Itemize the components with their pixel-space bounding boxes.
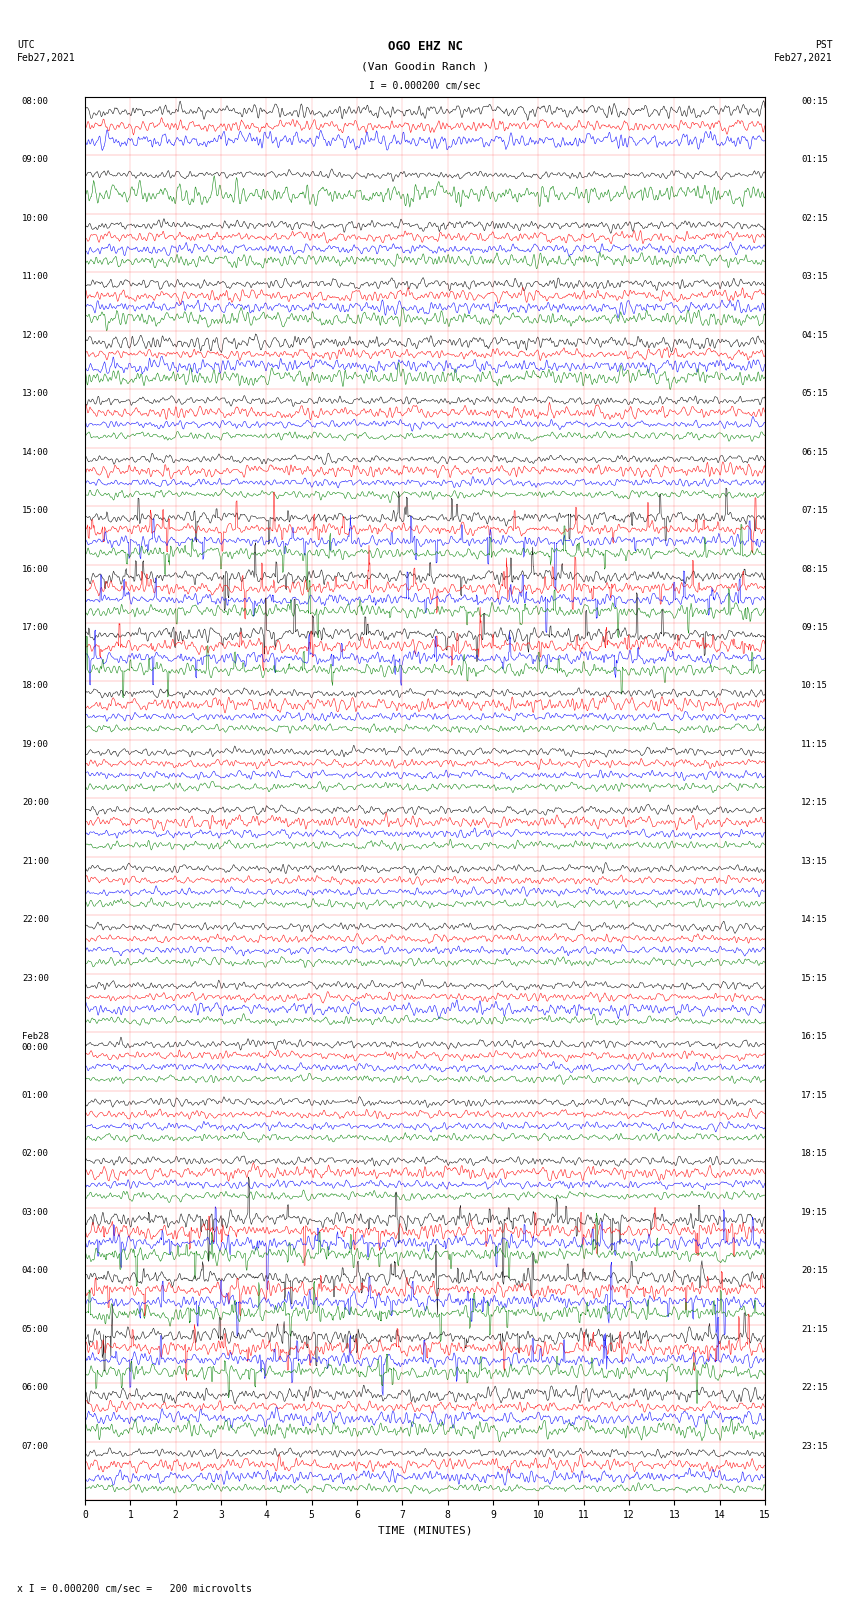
Text: 22:00: 22:00 [22, 916, 48, 924]
Text: 02:15: 02:15 [802, 215, 828, 223]
Text: 20:15: 20:15 [802, 1266, 828, 1276]
Text: 10:15: 10:15 [802, 681, 828, 690]
Text: Feb27,2021: Feb27,2021 [17, 53, 76, 63]
Text: 19:15: 19:15 [802, 1208, 828, 1216]
Text: 12:00: 12:00 [22, 331, 48, 340]
Text: Feb28
00:00: Feb28 00:00 [22, 1032, 48, 1052]
Text: x I = 0.000200 cm/sec =   200 microvolts: x I = 0.000200 cm/sec = 200 microvolts [17, 1584, 252, 1594]
Text: 12:15: 12:15 [802, 798, 828, 808]
Text: 23:15: 23:15 [802, 1442, 828, 1450]
Text: 04:15: 04:15 [802, 331, 828, 340]
Text: 07:15: 07:15 [802, 506, 828, 515]
Text: 03:00: 03:00 [22, 1208, 48, 1216]
Text: 01:15: 01:15 [802, 155, 828, 165]
Text: 09:15: 09:15 [802, 623, 828, 632]
Text: 14:15: 14:15 [802, 916, 828, 924]
Text: 16:00: 16:00 [22, 565, 48, 574]
Text: 15:15: 15:15 [802, 974, 828, 982]
Text: 09:00: 09:00 [22, 155, 48, 165]
Text: 08:00: 08:00 [22, 97, 48, 106]
Text: 06:00: 06:00 [22, 1382, 48, 1392]
Text: 11:15: 11:15 [802, 740, 828, 748]
Text: OGO EHZ NC: OGO EHZ NC [388, 40, 462, 53]
Text: 06:15: 06:15 [802, 447, 828, 456]
Text: Feb27,2021: Feb27,2021 [774, 53, 833, 63]
Text: 07:00: 07:00 [22, 1442, 48, 1450]
Text: 01:00: 01:00 [22, 1090, 48, 1100]
Text: 13:00: 13:00 [22, 389, 48, 398]
Text: 20:00: 20:00 [22, 798, 48, 808]
Text: 03:15: 03:15 [802, 273, 828, 281]
Text: 14:00: 14:00 [22, 447, 48, 456]
Text: 18:00: 18:00 [22, 681, 48, 690]
Text: 10:00: 10:00 [22, 215, 48, 223]
Text: 18:15: 18:15 [802, 1148, 828, 1158]
Text: 17:00: 17:00 [22, 623, 48, 632]
Text: 19:00: 19:00 [22, 740, 48, 748]
Text: UTC: UTC [17, 40, 35, 50]
Text: 08:15: 08:15 [802, 565, 828, 574]
Text: 22:15: 22:15 [802, 1382, 828, 1392]
Text: I = 0.000200 cm/sec: I = 0.000200 cm/sec [369, 81, 481, 90]
Text: 17:15: 17:15 [802, 1090, 828, 1100]
Text: PST: PST [815, 40, 833, 50]
Text: 21:15: 21:15 [802, 1324, 828, 1334]
Text: 13:15: 13:15 [802, 857, 828, 866]
Text: 23:00: 23:00 [22, 974, 48, 982]
Text: 04:00: 04:00 [22, 1266, 48, 1276]
Text: 05:15: 05:15 [802, 389, 828, 398]
Text: 05:00: 05:00 [22, 1324, 48, 1334]
Text: 00:15: 00:15 [802, 97, 828, 106]
Text: 15:00: 15:00 [22, 506, 48, 515]
Text: 21:00: 21:00 [22, 857, 48, 866]
Text: 11:00: 11:00 [22, 273, 48, 281]
Text: 02:00: 02:00 [22, 1148, 48, 1158]
Text: (Van Goodin Ranch ): (Van Goodin Ranch ) [361, 61, 489, 71]
X-axis label: TIME (MINUTES): TIME (MINUTES) [377, 1526, 473, 1536]
Text: 16:15: 16:15 [802, 1032, 828, 1042]
